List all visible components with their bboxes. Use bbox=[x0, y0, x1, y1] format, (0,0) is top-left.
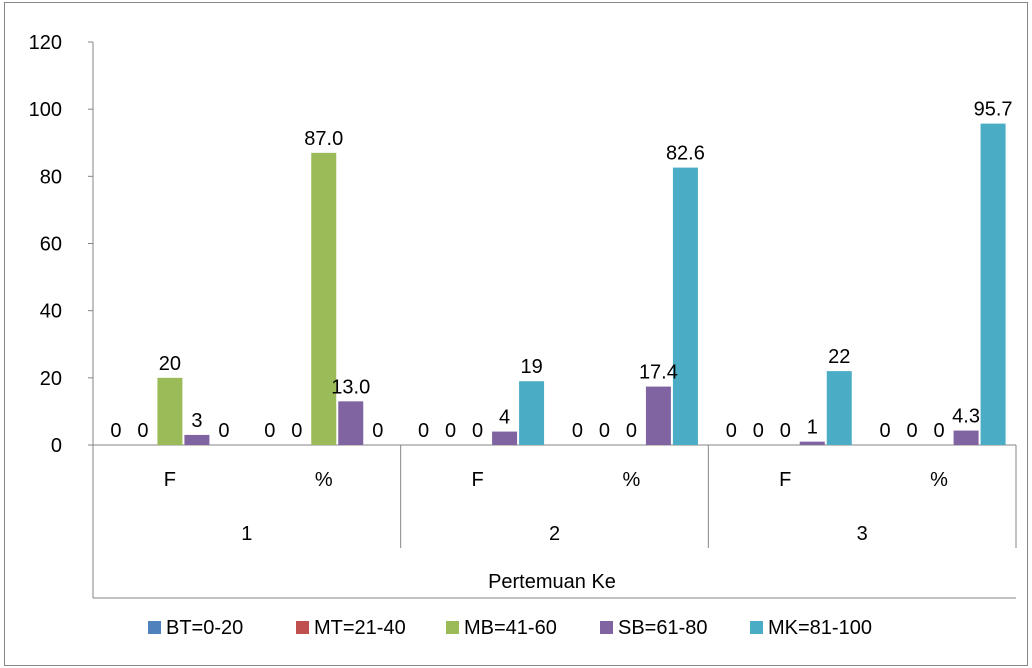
y-tick-label: 40 bbox=[40, 301, 62, 323]
data-label: 0 bbox=[264, 420, 275, 442]
legend-item: MB=41-60 bbox=[446, 617, 557, 639]
data-label: 0 bbox=[907, 420, 918, 442]
x-category-label: F bbox=[471, 469, 483, 491]
bar bbox=[826, 371, 852, 445]
legend-swatch bbox=[750, 621, 763, 634]
y-tick-label: 60 bbox=[40, 234, 62, 256]
data-label: 13.0 bbox=[331, 376, 370, 398]
legend-swatch bbox=[446, 621, 459, 634]
bar bbox=[338, 401, 364, 445]
bar-layer bbox=[157, 123, 1006, 446]
y-tick-label: 20 bbox=[40, 368, 62, 390]
data-label: 0 bbox=[137, 420, 148, 442]
data-label: 0 bbox=[445, 420, 456, 442]
legend-item: MT=21-40 bbox=[296, 617, 406, 639]
bar bbox=[157, 377, 183, 445]
data-label: 95.7 bbox=[974, 99, 1013, 121]
legend-item: BT=0-20 bbox=[148, 617, 243, 639]
data-label: 4.3 bbox=[952, 406, 980, 428]
data-label: 0 bbox=[880, 420, 891, 442]
data-label: 82.6 bbox=[666, 143, 705, 165]
legend-label: MB=41-60 bbox=[464, 617, 557, 639]
data-label: 0 bbox=[472, 420, 483, 442]
x-group-label: 2 bbox=[549, 523, 560, 545]
data-label: 20 bbox=[159, 353, 181, 375]
data-label: 0 bbox=[726, 420, 737, 442]
data-label: 0 bbox=[218, 420, 229, 442]
y-tick-label: 80 bbox=[40, 166, 62, 188]
x-group-label: 3 bbox=[857, 523, 868, 545]
data-label: 0 bbox=[418, 420, 429, 442]
data-label: 0 bbox=[599, 420, 610, 442]
y-tick-label: 100 bbox=[29, 99, 62, 121]
legend-label: SB=61-80 bbox=[618, 617, 708, 639]
y-tick-label: 0 bbox=[51, 435, 62, 457]
data-label: 0 bbox=[110, 420, 121, 442]
bar bbox=[311, 152, 337, 445]
data-label: 4 bbox=[499, 407, 510, 429]
legend-label: MK=81-100 bbox=[768, 617, 872, 639]
legend-label: MT=21-40 bbox=[314, 617, 406, 639]
data-label: 0 bbox=[291, 420, 302, 442]
chart-frame bbox=[4, 2, 1028, 666]
data-label: 19 bbox=[520, 356, 542, 378]
x-category-label: % bbox=[623, 469, 641, 491]
x-category-label: % bbox=[315, 469, 333, 491]
x-category-label: F bbox=[164, 469, 176, 491]
y-tick-label: 120 bbox=[29, 32, 62, 54]
bar bbox=[519, 381, 545, 445]
bar bbox=[799, 441, 825, 445]
data-label: 0 bbox=[780, 420, 791, 442]
x-group-label: 1 bbox=[241, 523, 252, 545]
legend-swatch bbox=[148, 621, 161, 634]
bar bbox=[492, 431, 518, 445]
legend-label: BT=0-20 bbox=[166, 617, 243, 639]
data-label: 0 bbox=[626, 420, 637, 442]
data-label: 0 bbox=[753, 420, 764, 442]
legend-item: MK=81-100 bbox=[750, 617, 872, 639]
data-label: 87.0 bbox=[304, 128, 343, 150]
data-label: 1 bbox=[807, 417, 818, 439]
data-label: 17.4 bbox=[639, 362, 678, 384]
data-label: 3 bbox=[191, 410, 202, 432]
data-label: 0 bbox=[372, 420, 383, 442]
bar bbox=[953, 430, 979, 445]
bar bbox=[184, 434, 210, 445]
x-axis-title: Pertemuan Ke bbox=[488, 571, 616, 593]
data-label: 0 bbox=[934, 420, 945, 442]
legend: BT=0-20 MT=21-40 MB=41-60 SB=61-80 MK=81-100 bbox=[148, 617, 872, 639]
legend-swatch bbox=[296, 621, 309, 634]
legend-swatch bbox=[600, 621, 613, 634]
data-label: 22 bbox=[828, 346, 850, 368]
bar bbox=[645, 386, 671, 445]
legend-item: SB=61-80 bbox=[600, 617, 708, 639]
x-category-label: % bbox=[930, 469, 948, 491]
bar bbox=[980, 123, 1006, 446]
x-category-label: F bbox=[779, 469, 791, 491]
data-label: 0 bbox=[572, 420, 583, 442]
bar bbox=[672, 167, 698, 445]
